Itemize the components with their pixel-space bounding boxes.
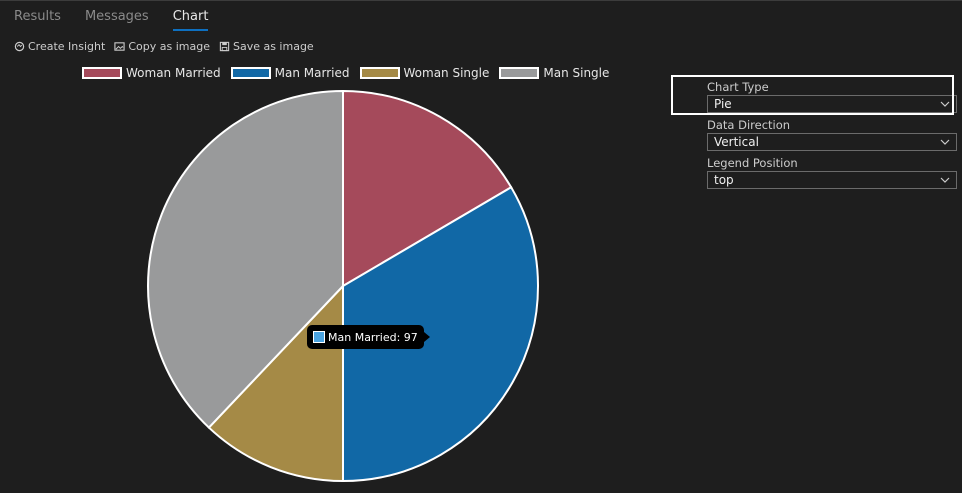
legend-position-select[interactable]: top <box>707 171 957 189</box>
data-direction-select[interactable]: Vertical <box>707 133 957 151</box>
chart-tooltip: Man Married: 97 <box>307 325 430 349</box>
chart-type-value: Pie <box>714 97 732 111</box>
chevron-down-icon <box>940 139 950 145</box>
pie-slice-woman-married[interactable] <box>342 89 513 288</box>
legend-position-value: top <box>714 173 734 187</box>
copy-as-image-label: Copy as image <box>128 40 210 53</box>
tab-results[interactable]: Results <box>14 9 61 24</box>
save-as-image-label: Save as image <box>232 40 314 53</box>
legend-label: Man Single <box>543 66 610 80</box>
data-direction-value: Vertical <box>714 135 759 149</box>
legend-label: Woman Married <box>126 66 221 80</box>
save-as-image-button[interactable]: Save as image <box>219 40 314 53</box>
top-border <box>0 0 962 1</box>
legend-swatch <box>359 67 400 79</box>
legend-item[interactable]: Man Married <box>230 66 350 80</box>
legend-item[interactable]: Man Single <box>499 66 609 80</box>
legend-position-label: Legend Position <box>707 156 798 170</box>
chart-type-select[interactable]: Pie <box>707 95 957 113</box>
create-insight-button[interactable]: Create Insight <box>14 40 105 53</box>
chart-settings-panel: Chart Type Pie Data Direction Vertical L… <box>707 79 957 193</box>
legend-item[interactable]: Woman Married <box>82 66 221 80</box>
copy-as-image-button[interactable]: Copy as image <box>114 40 210 53</box>
legend-label: Woman Single <box>403 66 490 80</box>
tooltip-swatch <box>313 331 325 343</box>
save-icon <box>219 41 230 52</box>
legend-swatch <box>82 67 122 79</box>
create-insight-label: Create Insight <box>28 40 106 53</box>
tab-chart[interactable]: Chart <box>172 9 209 31</box>
legend-swatch <box>230 67 271 79</box>
chart-type-label: Chart Type <box>707 80 769 94</box>
pie-slice-man-single[interactable] <box>147 89 344 429</box>
result-tabs: Results Messages Chart <box>14 9 209 31</box>
data-direction-label: Data Direction <box>707 118 791 132</box>
chart-legend: Woman Married Man Married Woman Single M… <box>82 66 609 80</box>
chevron-down-icon <box>940 177 950 183</box>
chart-toolbar: Create Insight Copy as image Save as ima… <box>14 40 314 53</box>
legend-swatch <box>499 67 540 79</box>
legend-item[interactable]: Woman Single <box>359 66 490 80</box>
insight-icon <box>14 41 25 52</box>
chevron-down-icon <box>940 101 950 107</box>
tab-messages[interactable]: Messages <box>84 9 149 24</box>
image-icon <box>114 42 125 51</box>
focus-outline <box>671 75 954 115</box>
tooltip-text: Man Married: 97 <box>328 330 418 344</box>
pie-slice-man-married[interactable] <box>342 185 539 483</box>
legend-label: Man Married <box>274 66 350 80</box>
